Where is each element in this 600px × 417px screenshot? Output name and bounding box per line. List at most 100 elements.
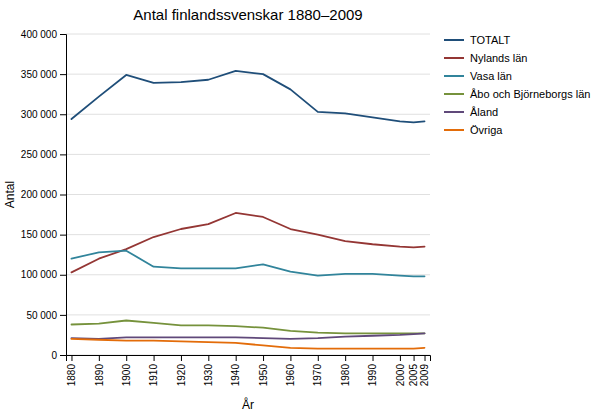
tick: 1910 [148, 355, 159, 386]
tick-label: 50 000 [26, 310, 57, 321]
tick-mark [345, 355, 346, 361]
tick-mark [236, 355, 237, 361]
series-line [71, 213, 424, 272]
tick-label: 250 000 [21, 149, 58, 160]
legend: TOTALT Nylands län Vasa län Åbo och Björneb… [444, 34, 590, 136]
grid-line [66, 34, 430, 35]
tick-mark [60, 154, 66, 155]
tick: 0 [51, 350, 66, 361]
tick-label: 100 000 [21, 269, 58, 280]
grid-line [66, 314, 430, 315]
tick: 350 000 [21, 69, 66, 80]
series-line [71, 339, 424, 349]
tick-mark [60, 315, 66, 316]
tick-label: 1900 [121, 364, 132, 387]
plot-area: 050 000100 000150 000200 000250 000300 0… [21, 29, 431, 387]
tick: 1960 [285, 355, 296, 386]
series-line [71, 320, 424, 333]
tick-label: 2009 [419, 364, 430, 387]
tick-label: 1890 [94, 364, 105, 387]
grid-line [66, 234, 430, 235]
tick: 250 000 [21, 149, 66, 160]
tick-label: 1990 [367, 364, 378, 387]
legend-label: TOTALT [470, 34, 511, 46]
legend-swatch [444, 111, 464, 113]
tick-label: 2000 [395, 364, 406, 387]
tick: 2005 [408, 355, 419, 386]
tick-mark [318, 355, 319, 361]
tick-label: 1940 [230, 364, 241, 387]
legend-label: Övriga [470, 124, 503, 136]
legend-item: Övriga [444, 124, 503, 136]
tick-mark [400, 355, 401, 361]
series-line [71, 71, 424, 122]
tick: 50 000 [26, 310, 66, 321]
legend-swatch [444, 75, 464, 77]
tick-label: 1950 [258, 364, 269, 387]
tick-label: 2005 [408, 364, 419, 387]
tick-mark [60, 114, 66, 115]
legend-swatch [444, 129, 464, 131]
tick: 2000 [395, 355, 406, 386]
grid-line [66, 114, 430, 115]
legend-item: Åland [444, 106, 498, 118]
tick: 150 000 [21, 229, 66, 240]
tick: 1880 [66, 355, 77, 386]
tick: 300 000 [21, 109, 66, 120]
tick-label: 1960 [285, 364, 296, 387]
tick-label: 400 000 [21, 29, 58, 40]
grid-line [66, 194, 430, 195]
tick-mark [290, 355, 291, 361]
legend-label: Nylands län [470, 52, 527, 64]
legend-item: Åbo och Björneborgs län [444, 88, 590, 100]
tick-label: 350 000 [21, 69, 58, 80]
legend-label: Åland [470, 106, 498, 118]
legend-swatch [444, 93, 464, 95]
tick-mark [60, 275, 66, 276]
tick-label: 300 000 [21, 109, 58, 120]
tick: 1940 [230, 355, 241, 386]
tick: 1890 [94, 355, 105, 386]
axis-line [67, 356, 431, 362]
tick-mark [60, 74, 66, 75]
tick: 1990 [367, 355, 378, 386]
series-line [71, 333, 424, 339]
tick: 100 000 [21, 269, 66, 280]
tick-label: 1980 [340, 364, 351, 387]
tick-mark [71, 355, 72, 361]
y-axis-title: Antal [3, 181, 17, 208]
tick: 1950 [258, 355, 269, 386]
legend-item: Vasa län [444, 70, 512, 82]
legend-item: TOTALT [444, 34, 511, 46]
legend-swatch [444, 39, 464, 41]
y-axis: 050 000100 000150 000200 000250 000300 0… [21, 29, 67, 361]
tick: 400 000 [21, 29, 66, 40]
tick-label: 0 [51, 350, 57, 361]
tick-mark [373, 355, 374, 361]
grid [66, 34, 430, 355]
grid-line [66, 74, 430, 75]
tick-mark [208, 355, 209, 361]
tick: 1970 [312, 355, 323, 386]
tick-mark [60, 34, 66, 35]
lines [71, 71, 424, 349]
tick: 1920 [176, 355, 187, 386]
tick-label: 1920 [176, 364, 187, 387]
tick-label: 1970 [312, 364, 323, 387]
tick-mark [263, 355, 264, 361]
tick-label: 1880 [66, 364, 77, 387]
chart: 050 000100 000150 000200 000250 000300 0… [0, 0, 600, 417]
legend-label: Vasa län [470, 70, 512, 82]
tick-mark [414, 355, 415, 361]
tick-mark [60, 195, 66, 196]
x-axis-title: År [242, 397, 254, 412]
legend-label: Åbo och Björneborgs län [470, 88, 590, 100]
legend-swatch [444, 57, 464, 59]
x-axis: 1880 1890 1900 1910 1920 1930 1940 1950 1960 1970… [66, 355, 430, 386]
tick: 1900 [121, 355, 132, 386]
tick: 1930 [203, 355, 214, 386]
axis-line [60, 35, 67, 356]
tick-mark [99, 355, 100, 361]
tick-label: 1910 [148, 364, 159, 387]
legend-item: Nylands län [444, 52, 527, 64]
